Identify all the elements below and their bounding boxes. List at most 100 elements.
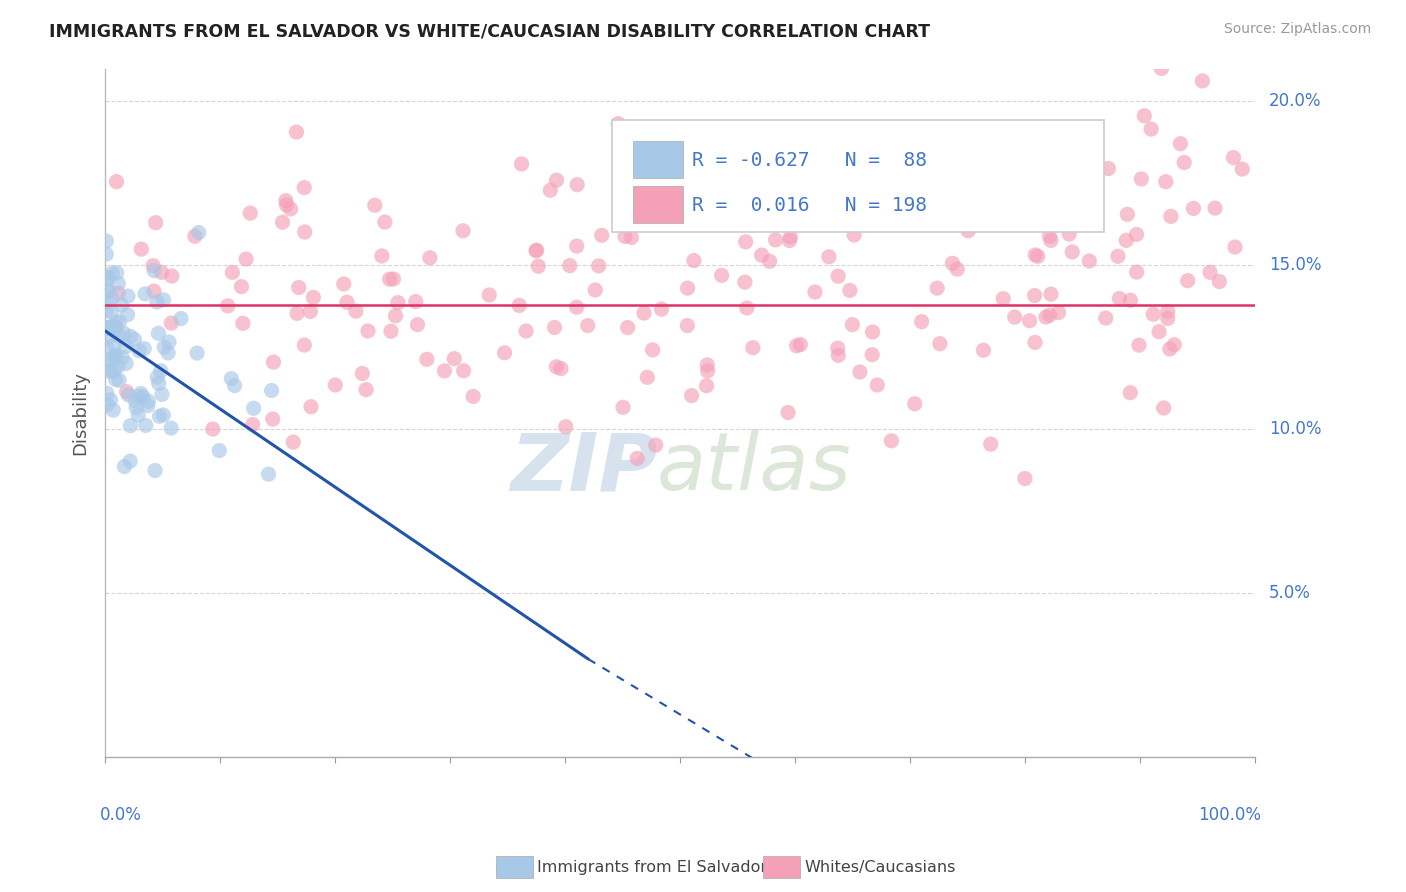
Point <box>1014 472 1036 486</box>
Point <box>96 234 118 248</box>
Point <box>148 409 170 424</box>
Point <box>378 272 401 286</box>
Point <box>371 249 394 263</box>
Point <box>294 225 316 239</box>
Point <box>108 315 131 329</box>
Point <box>827 269 849 284</box>
Y-axis label: Disability: Disability <box>72 371 89 455</box>
Point <box>160 316 183 330</box>
Point <box>1223 240 1246 254</box>
Point <box>129 386 152 401</box>
Point <box>101 291 124 305</box>
Point <box>735 301 758 315</box>
Point <box>626 451 648 466</box>
Point <box>104 372 127 386</box>
Text: atlas: atlas <box>657 429 852 507</box>
Point <box>129 242 152 256</box>
Point <box>97 270 120 285</box>
Point <box>758 254 780 268</box>
Point <box>336 295 359 310</box>
Point <box>993 292 1015 306</box>
Text: Source: ZipAtlas.com: Source: ZipAtlas.com <box>1223 22 1371 37</box>
Point <box>1119 293 1142 308</box>
Point <box>263 355 285 369</box>
Point <box>235 252 257 266</box>
Point <box>160 268 183 283</box>
Point <box>98 364 121 378</box>
Point <box>526 244 548 258</box>
Point <box>612 401 634 415</box>
Point <box>583 283 606 297</box>
Point <box>217 299 239 313</box>
Point <box>849 365 872 379</box>
Point <box>111 351 134 365</box>
Point <box>1182 202 1205 216</box>
Point <box>112 326 135 341</box>
Point <box>96 398 118 412</box>
Point <box>1154 175 1177 189</box>
Point <box>107 286 129 301</box>
Point <box>100 305 122 319</box>
Point <box>271 215 294 229</box>
Point <box>825 153 848 168</box>
Point <box>97 320 120 334</box>
Point <box>387 295 409 310</box>
Point <box>676 281 699 295</box>
Point <box>354 383 377 397</box>
Text: IMMIGRANTS FROM EL SALVADOR VS WHITE/CAUCASIAN DISABILITY CORRELATION CHART: IMMIGRANTS FROM EL SALVADOR VS WHITE/CAU… <box>49 22 931 40</box>
Text: 10.0%: 10.0% <box>1270 420 1322 438</box>
Point <box>124 394 146 409</box>
Point <box>866 378 889 392</box>
Point <box>776 405 799 419</box>
Point <box>779 230 801 244</box>
Point <box>232 316 254 330</box>
Point <box>142 284 165 298</box>
Point <box>1039 154 1062 169</box>
Point <box>257 467 280 482</box>
Point <box>104 349 127 363</box>
Point <box>1052 180 1074 194</box>
Point <box>97 271 120 285</box>
Point <box>110 298 132 312</box>
Point <box>576 318 599 333</box>
Point <box>796 213 818 227</box>
Point <box>696 378 718 392</box>
Text: Whites/Caucasians: Whites/Caucasians <box>804 860 956 874</box>
Point <box>546 359 568 374</box>
Point <box>104 320 127 334</box>
Point <box>1153 401 1175 415</box>
Point <box>96 247 118 261</box>
Point <box>242 401 264 416</box>
Point <box>149 364 172 378</box>
Point <box>841 318 863 332</box>
Point <box>97 284 120 298</box>
Point <box>97 284 120 298</box>
Point <box>565 300 588 314</box>
Point <box>120 329 142 343</box>
Point <box>741 341 763 355</box>
Point <box>554 419 576 434</box>
Point <box>96 340 118 354</box>
Point <box>907 216 929 230</box>
Point <box>478 288 501 302</box>
Point <box>374 215 396 229</box>
Point <box>101 319 124 334</box>
Point <box>620 230 643 244</box>
Point <box>1024 248 1046 262</box>
Point <box>818 250 841 264</box>
Point <box>96 321 118 335</box>
Point <box>1140 122 1163 136</box>
Point <box>105 175 128 189</box>
Point <box>1204 201 1226 215</box>
Text: 15.0%: 15.0% <box>1270 256 1322 275</box>
Point <box>1078 254 1101 268</box>
Point <box>97 321 120 335</box>
Point <box>187 226 209 240</box>
Point <box>152 293 174 307</box>
Point <box>142 259 165 273</box>
Point <box>134 342 156 356</box>
Point <box>146 295 169 310</box>
Point <box>157 346 180 360</box>
Point <box>262 412 284 426</box>
Point <box>524 244 547 258</box>
